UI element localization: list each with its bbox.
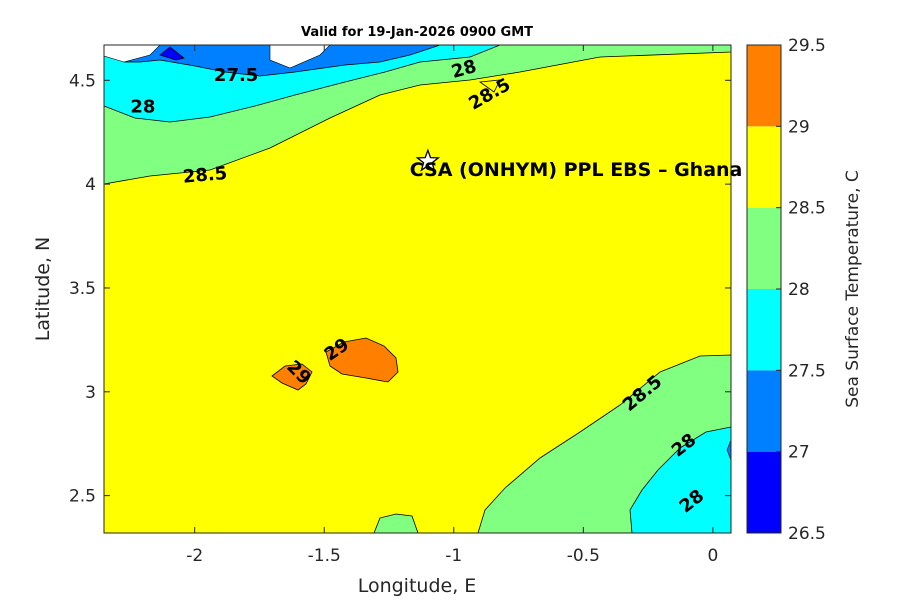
band-26-5-27-north <box>159 46 185 61</box>
x-tick-label: 0 <box>707 546 718 566</box>
chart-title: Valid for 19-Jan-2026 0900 GMT <box>301 25 533 40</box>
x-axis-label: Longitude, E <box>358 575 477 597</box>
y-axis: 2.5 3 3.5 4 4.5 <box>69 71 731 507</box>
contour-label: 27.5 <box>214 65 258 86</box>
band-28-5-tongue <box>478 79 501 93</box>
y-axis-label: Latitude, N <box>32 237 54 342</box>
x-axis: -2 -1.5 -1 -0.5 0 <box>186 45 718 566</box>
band-27-5-28-southeast <box>629 426 731 533</box>
colorbar-tick-label: 26.5 <box>788 524 826 544</box>
colorbar: 26.5 27 27.5 28 28.5 29 29.5 <box>746 36 826 544</box>
colorbar-tick-label: 27 <box>788 443 810 463</box>
colorbar-tick-label: 29.5 <box>788 36 826 56</box>
colorbar-tick-label: 28.5 <box>788 199 826 219</box>
marker-layer <box>415 148 441 172</box>
site-star-icon <box>415 148 441 172</box>
band-27-27-5-southeast <box>726 439 731 461</box>
colorbar-segment <box>747 45 781 127</box>
annotation-layer: CSA (ONHYM) PPL EBS – Ghana <box>410 159 743 181</box>
colorbar-segment <box>747 126 781 208</box>
band-29-29-5-east <box>325 337 399 383</box>
band-29-29-5-west <box>271 363 313 391</box>
colorbar-tick-label: 28 <box>788 280 810 300</box>
no-data-region <box>104 45 161 63</box>
colorbar-segment <box>747 289 781 371</box>
y-tick-label: 4 <box>85 175 96 195</box>
colorbar-tick-label: 29 <box>788 117 810 137</box>
contour-label: 28.5 <box>182 163 228 188</box>
site-annotation: CSA (ONHYM) PPL EBS – Ghana <box>410 159 743 181</box>
plot-frame <box>103 44 732 534</box>
colorbar-label: Sea Surface Temperature, C <box>843 170 863 408</box>
x-tick-label: -1 <box>445 546 462 566</box>
x-tick-label: -2 <box>186 546 203 566</box>
y-tick-label: 3.5 <box>69 279 96 299</box>
colorbar-segment <box>747 370 781 452</box>
y-tick-label: 4.5 <box>69 71 96 91</box>
colorbar-segment <box>747 207 781 289</box>
contour-label: 28 <box>130 96 155 117</box>
band-28-28-5-bottom-bump <box>373 513 419 533</box>
y-tick-label: 3 <box>85 383 96 403</box>
colorbar-tick-label: 27.5 <box>788 361 826 381</box>
x-tick-label: -0.5 <box>567 546 600 566</box>
colorbar-segment <box>747 451 781 533</box>
x-tick-label: -1.5 <box>308 546 341 566</box>
y-tick-label: 2.5 <box>69 487 96 507</box>
no-data-region-2 <box>269 45 331 69</box>
